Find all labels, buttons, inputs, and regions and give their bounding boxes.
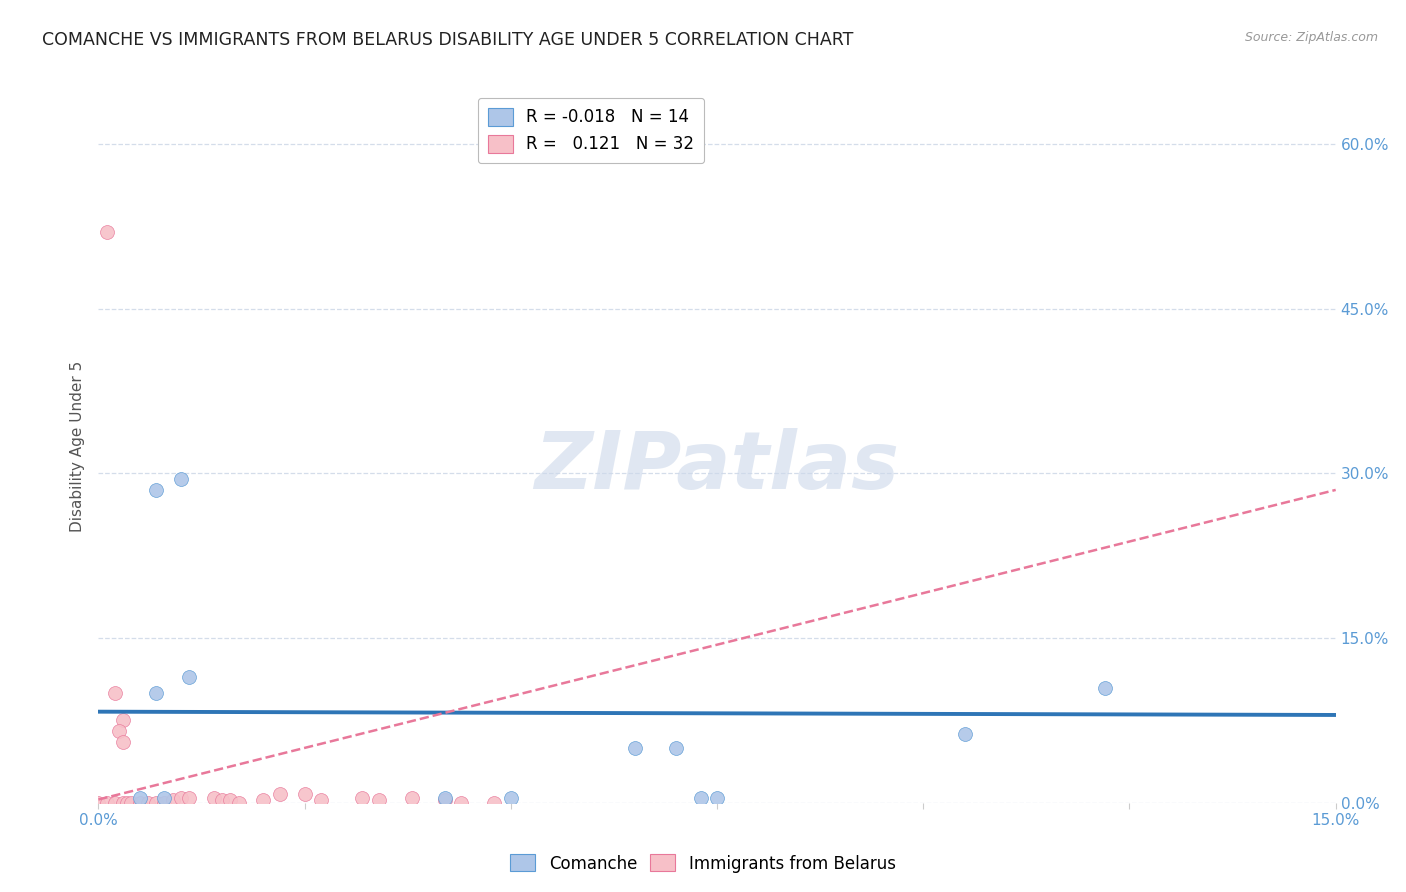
Text: COMANCHE VS IMMIGRANTS FROM BELARUS DISABILITY AGE UNDER 5 CORRELATION CHART: COMANCHE VS IMMIGRANTS FROM BELARUS DISA… (42, 31, 853, 49)
Point (128, 791, 150, 805)
Point (269, 787, 291, 801)
Point (689, 791, 711, 805)
Point (153, 791, 176, 805)
Point (170, 791, 193, 805)
Point (112, 796, 135, 810)
Point (170, 472, 193, 486)
Point (252, 792, 274, 806)
Point (499, 791, 522, 805)
Point (294, 787, 316, 801)
Point (145, 796, 167, 810)
Point (1094, 681, 1116, 695)
Point (162, 792, 184, 806)
Point (179, 669, 201, 683)
Point (104, 686, 127, 700)
Point (352, 791, 374, 805)
Y-axis label: Disability Age Under 5: Disability Age Under 5 (70, 360, 86, 532)
Point (706, 791, 728, 805)
Point (145, 483, 167, 497)
Point (104, 796, 127, 810)
Point (120, 796, 142, 810)
Point (433, 791, 456, 805)
Point (128, 796, 150, 810)
Point (623, 740, 645, 755)
Point (665, 740, 688, 755)
Point (96, 796, 118, 810)
Point (211, 792, 233, 806)
Point (953, 726, 976, 740)
Point (96, 225, 118, 239)
Point (484, 796, 506, 810)
Point (112, 714, 135, 728)
Point (87, 796, 110, 810)
Point (136, 796, 159, 810)
Point (117, 796, 139, 810)
Text: Source: ZipAtlas.com: Source: ZipAtlas.com (1244, 31, 1378, 45)
Point (219, 792, 242, 806)
Point (433, 792, 456, 806)
Point (153, 796, 176, 810)
Point (367, 792, 389, 806)
Point (309, 792, 332, 806)
Point (108, 724, 131, 739)
Point (202, 791, 225, 805)
Point (450, 796, 472, 810)
Point (401, 791, 423, 805)
Legend: Comanche, Immigrants from Belarus: Comanche, Immigrants from Belarus (503, 847, 903, 880)
Point (145, 686, 167, 700)
Text: ZIPatlas: ZIPatlas (534, 428, 900, 507)
Point (179, 791, 201, 805)
Legend: R = -0.018   N = 14, R =   0.121   N = 32: R = -0.018 N = 14, R = 0.121 N = 32 (478, 97, 704, 163)
Point (112, 735, 135, 749)
Point (228, 796, 250, 810)
